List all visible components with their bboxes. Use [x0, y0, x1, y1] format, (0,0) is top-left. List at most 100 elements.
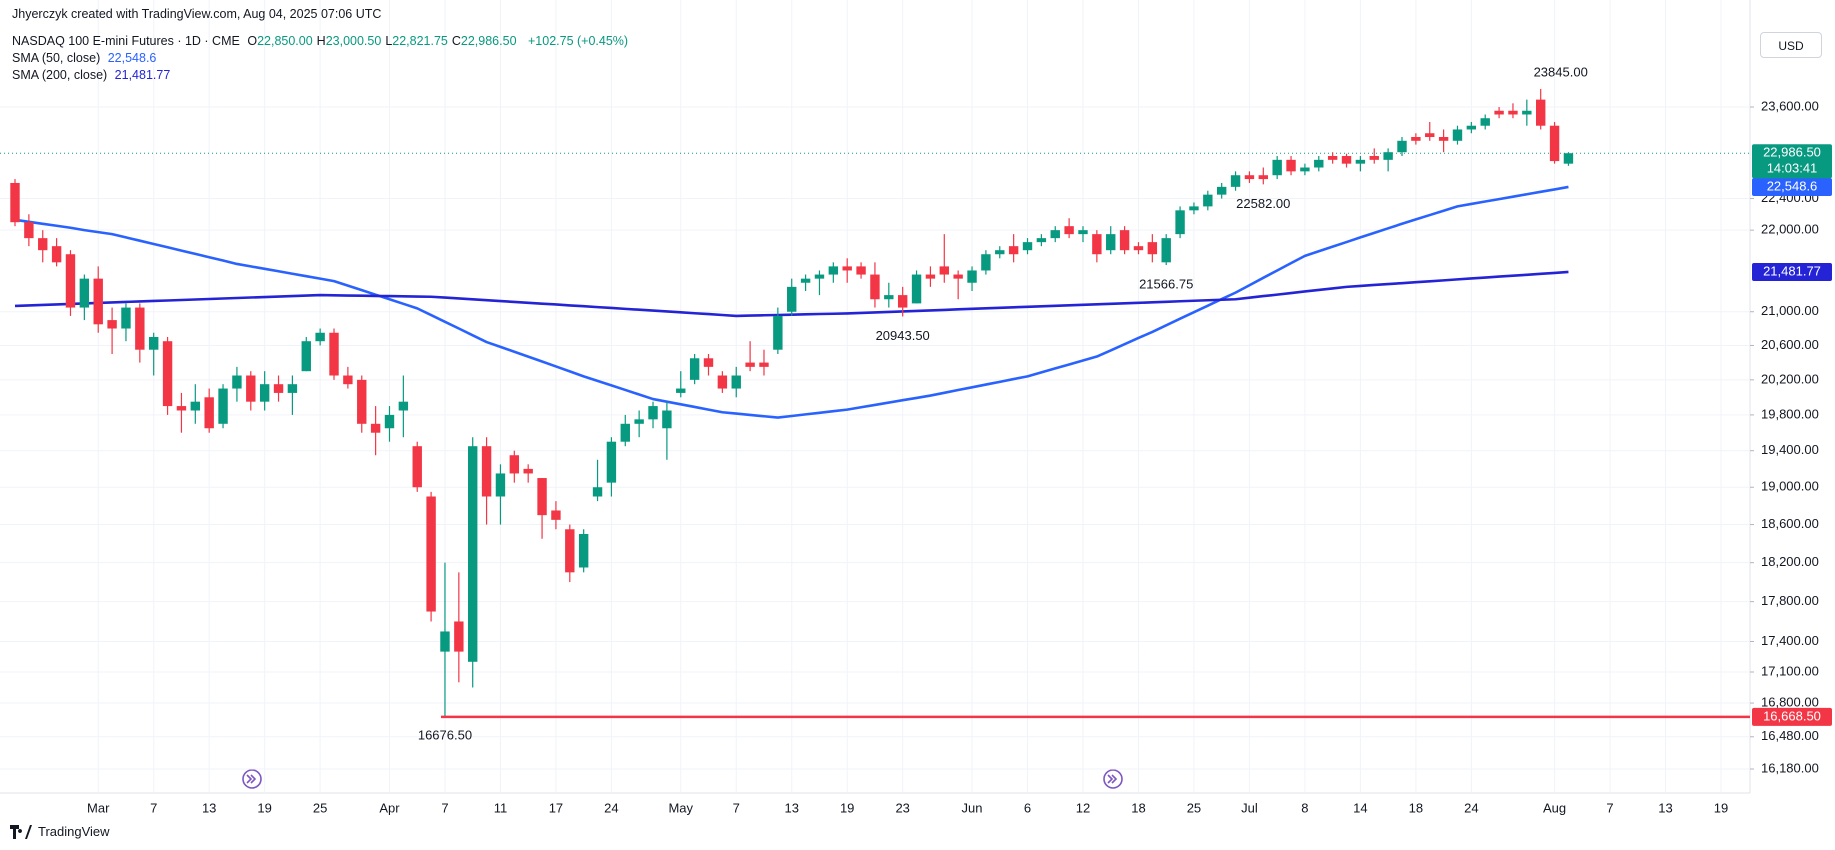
x-tick-label: 25	[1187, 800, 1201, 815]
candle-body	[870, 274, 880, 300]
candle-body	[1133, 246, 1144, 251]
candle-body	[357, 379, 367, 424]
candle-body	[149, 336, 159, 350]
candle-body	[1341, 156, 1352, 164]
x-tick-label: 23	[895, 800, 909, 815]
candle-body	[1008, 246, 1019, 255]
candle-body	[24, 222, 34, 239]
candle-body	[884, 295, 894, 300]
x-tick-label: 7	[1606, 800, 1613, 815]
ohlc: O22,850.00 H23,000.50 L22,821.75 C22,986.50	[247, 34, 520, 48]
candle-body	[787, 286, 797, 312]
y-tick-label: 17,400.00	[1761, 633, 1819, 648]
y-tick-label: 20,600.00	[1761, 337, 1819, 352]
candle-body	[1106, 234, 1116, 251]
candle-body	[648, 406, 658, 420]
sma-legend: SMA (50, close) 22,548.6	[12, 51, 160, 65]
candle-body	[1300, 167, 1310, 172]
change: +102.75 (+0.45%)	[528, 34, 629, 48]
candle-body	[1092, 234, 1102, 255]
candle-body	[925, 274, 936, 279]
last-price-label-box	[1752, 144, 1832, 179]
annotation: 21566.75	[1139, 276, 1193, 291]
footer: TradingView	[10, 824, 110, 839]
candle-body	[689, 358, 700, 380]
candle-body	[1411, 137, 1421, 141]
candle-body	[551, 510, 561, 520]
x-tick-label: 13	[1658, 800, 1672, 815]
ohlc-value: 22,986.50	[460, 34, 517, 48]
candle-body	[1480, 118, 1490, 126]
candle-body	[190, 401, 201, 411]
sma-price-label-box	[1752, 262, 1832, 281]
candle-body	[1161, 238, 1171, 263]
candle-body	[301, 341, 311, 372]
candle-body	[662, 410, 672, 429]
candle-body	[773, 315, 783, 350]
sma-name: SMA (50, close)	[12, 51, 101, 65]
brand: TradingView	[38, 824, 110, 839]
event-icon[interactable]	[242, 769, 262, 789]
y-tick-label: 19,800.00	[1761, 406, 1819, 421]
y-tick-label: 19,400.00	[1761, 442, 1819, 457]
y-tick-label: 20,200.00	[1761, 371, 1819, 386]
currency-button[interactable]: USD	[1760, 32, 1822, 58]
candle-body	[703, 358, 714, 367]
candle-body	[481, 446, 492, 497]
x-tick-label: 24	[1464, 800, 1478, 815]
candle-body	[967, 270, 977, 283]
candle-body	[565, 529, 575, 573]
candle-body	[121, 307, 131, 329]
candle-body	[426, 496, 436, 612]
x-tick-label: Apr	[379, 800, 400, 815]
sma-price-label: 21,481.77	[1763, 263, 1821, 278]
candle-body	[38, 238, 48, 251]
candle-body	[745, 362, 755, 367]
candle-body	[897, 295, 908, 308]
candle-body	[1327, 156, 1338, 160]
ohlc-key: H	[316, 34, 326, 48]
candle-body	[1286, 159, 1296, 172]
x-tick-label: May	[668, 800, 693, 815]
sma-price-label: 22,548.6	[1767, 178, 1818, 193]
x-tick-label: 14	[1353, 800, 1367, 815]
candle-body	[495, 473, 506, 497]
candle-body	[523, 468, 533, 474]
candle-body	[440, 631, 450, 652]
candle-body	[634, 419, 644, 424]
event-icon[interactable]	[1103, 769, 1123, 789]
candle-body	[1036, 238, 1047, 243]
ohlc-value: 23,000.50	[325, 34, 382, 48]
candle-body	[10, 182, 20, 223]
candle-body	[1216, 186, 1227, 195]
ohlc-value: 22,821.75	[392, 34, 448, 48]
candle-body	[800, 278, 811, 283]
candle-body	[1022, 242, 1033, 251]
y-tick-label: 16,800.00	[1761, 694, 1819, 709]
last-price-label-countdown: 14:03:41	[1767, 161, 1818, 176]
candle-body	[606, 441, 617, 483]
y-tick-label: 23,600.00	[1761, 98, 1819, 113]
y-tick-label: 16,180.00	[1761, 760, 1819, 775]
candle-body	[135, 307, 145, 350]
sma-name: SMA (200, close)	[12, 68, 108, 82]
sma-price-label-box	[1752, 177, 1832, 196]
x-tick-label: Jun	[962, 800, 983, 815]
candle-body	[1272, 159, 1282, 176]
candle-body	[1064, 226, 1074, 235]
candle-body	[246, 375, 256, 402]
candle-body	[537, 478, 547, 516]
candle-body	[842, 266, 852, 271]
candle-body	[981, 254, 991, 271]
candle-body	[329, 332, 339, 376]
candle-body	[1438, 137, 1449, 141]
sma-value: 21,481.77	[114, 68, 171, 82]
candle-body	[828, 266, 839, 275]
candle-body	[1258, 175, 1268, 180]
candle-body	[592, 487, 603, 497]
candle-body	[384, 414, 395, 429]
candle-body	[107, 320, 117, 329]
y-tick-label: 22,000.00	[1761, 222, 1819, 237]
